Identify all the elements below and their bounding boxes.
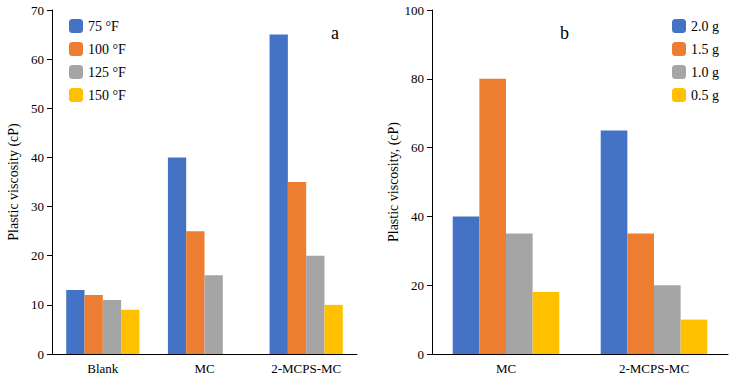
svg-text:b: b <box>560 23 569 43</box>
svg-text:70: 70 <box>31 3 44 18</box>
svg-text:60: 60 <box>31 52 44 67</box>
svg-text:100 °F: 100 °F <box>88 42 126 57</box>
svg-text:2-MCPS-MC: 2-MCPS-MC <box>619 361 689 376</box>
svg-text:20: 20 <box>411 278 424 293</box>
svg-text:40: 40 <box>31 150 44 165</box>
svg-text:Plastic viscosity, (cP): Plastic viscosity, (cP) <box>386 122 402 242</box>
svg-text:Plastic viscosity (cP): Plastic viscosity (cP) <box>6 123 22 241</box>
svg-text:40: 40 <box>411 209 424 224</box>
svg-text:125 °F: 125 °F <box>88 65 126 80</box>
svg-text:80: 80 <box>411 71 424 86</box>
svg-text:1.0 g: 1.0 g <box>691 65 719 80</box>
svg-text:a: a <box>331 23 339 43</box>
svg-text:60: 60 <box>411 140 424 155</box>
svg-text:1.5 g: 1.5 g <box>691 42 719 57</box>
svg-text:20: 20 <box>31 248 44 263</box>
svg-text:Blank: Blank <box>87 361 119 376</box>
svg-text:10: 10 <box>31 297 44 312</box>
svg-text:30: 30 <box>31 199 44 214</box>
svg-text:2.0 g: 2.0 g <box>691 19 719 34</box>
svg-text:0: 0 <box>418 347 425 362</box>
svg-text:0: 0 <box>38 347 45 362</box>
svg-text:75 °F: 75 °F <box>88 19 119 34</box>
svg-text:0.5 g: 0.5 g <box>691 88 719 103</box>
svg-text:MC: MC <box>496 361 516 376</box>
svg-text:100: 100 <box>405 3 425 18</box>
svg-text:50: 50 <box>31 101 44 116</box>
svg-text:150 °F: 150 °F <box>88 88 126 103</box>
svg-text:2-MCPS-MC: 2-MCPS-MC <box>271 361 341 376</box>
svg-text:MC: MC <box>194 361 214 376</box>
